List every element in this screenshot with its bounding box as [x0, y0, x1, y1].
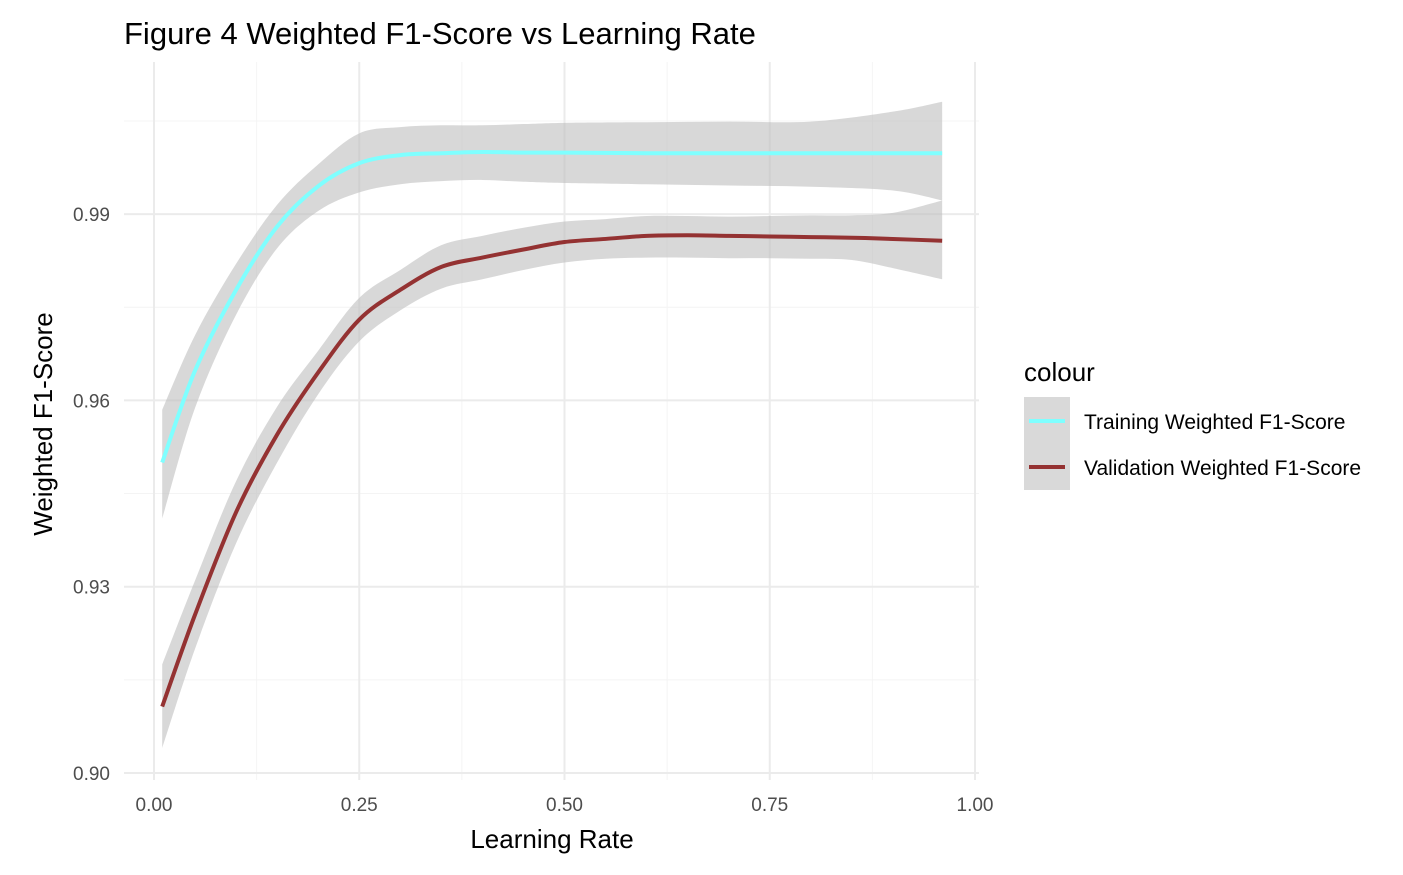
legend-title: colour [1024, 357, 1095, 387]
x-axis-title: Learning Rate [470, 824, 633, 854]
y-axis-ticks: 0.90 0.93 0.96 0.99 [73, 205, 110, 785]
legend: colour Training Weighted F1-Score Validat… [1024, 357, 1361, 490]
confidence-ribbons [162, 101, 943, 749]
confidence-ribbon-0 [162, 101, 943, 519]
legend-label-0: Training Weighted F1-Score [1084, 411, 1345, 434]
x-tick-label: 1.00 [957, 795, 994, 816]
y-axis-title: Weighted F1-Score [28, 312, 58, 536]
series-line-1 [160, 233, 943, 708]
series-line-0 [160, 149, 943, 464]
legend-key-background [1024, 397, 1070, 490]
x-tick-label: 0.50 [546, 795, 583, 816]
x-tick-label: 0.75 [751, 795, 788, 816]
y-tick-label: 0.90 [73, 764, 110, 785]
chart-title: Figure 4 Weighted F1-Score vs Learning R… [124, 16, 756, 51]
y-tick-label: 0.96 [73, 391, 110, 412]
y-tick-label: 0.93 [73, 578, 110, 599]
x-tick-label: 0.00 [136, 795, 173, 816]
confidence-ribbon-1 [162, 200, 943, 749]
y-tick-label: 0.99 [73, 205, 110, 226]
x-tick-label: 0.25 [341, 795, 378, 816]
x-axis-ticks: 0.00 0.25 0.50 0.75 1.00 [136, 795, 994, 816]
legend-items: Training Weighted F1-Score Validation Wei… [1024, 397, 1361, 490]
series-lines [160, 149, 943, 708]
legend-label-1: Validation Weighted F1-Score [1084, 457, 1361, 480]
